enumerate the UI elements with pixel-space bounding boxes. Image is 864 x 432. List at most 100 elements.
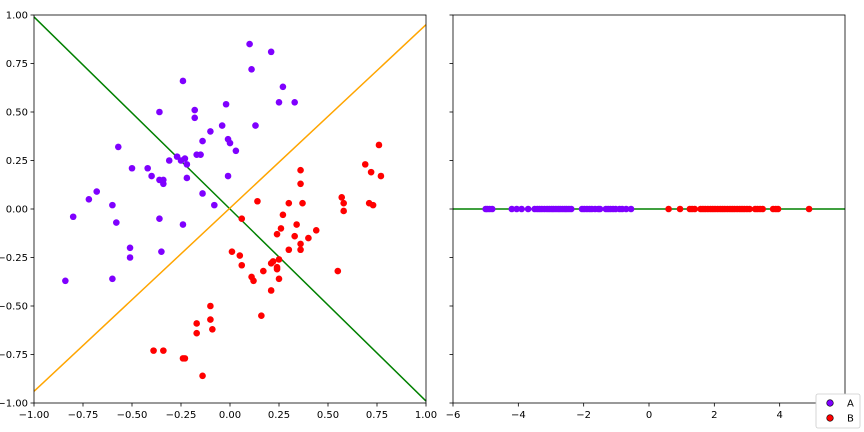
left-point-A [128,164,136,172]
left-point-B [193,329,200,337]
left-point-A [197,151,204,158]
left-point-A [211,201,218,209]
left-point-B [209,325,216,333]
left-point-A [126,254,134,261]
left-point-B [367,168,375,176]
left-point-B [160,347,167,354]
right-point-B [746,205,753,213]
right-point-A [627,205,635,213]
left-point-A [191,106,199,114]
left-y-tick-label: −0.25 [0,253,28,264]
left-point-A [183,174,191,182]
right-point-A [524,205,532,213]
left-point-B [238,261,246,269]
left-x-tick-label: −1.00 [19,410,50,421]
right-point-B [665,205,672,213]
right-point-A [596,205,604,213]
left-point-A [114,143,122,151]
left-point-B [305,234,312,242]
left-point-A [199,137,206,145]
left-point-B [275,275,283,283]
left-point-A [113,219,120,226]
right-x-tick-label: −4 [511,410,526,421]
left-point-B [299,199,306,207]
left-x-tick-label: 1.00 [415,410,437,421]
left-point-B [297,240,304,248]
left-point-A [109,275,116,283]
left-point-B [293,221,300,228]
left-point-B [258,312,265,320]
right-point-B [691,205,699,213]
left-point-A [179,77,187,85]
left-point-A [93,188,101,195]
left-point-A [165,157,173,164]
right-point-B [774,205,782,213]
right-x-tick-label: 2 [711,410,717,421]
left-point-A [69,213,77,221]
left-y-tick-label: 0.75 [6,59,28,70]
left-x-tick-label: −0.25 [166,410,197,421]
left-point-A [291,99,298,106]
left-point-A [275,99,283,106]
left-point-B [193,320,200,327]
left-point-A [109,201,116,209]
left-point-A [156,108,163,116]
left-point-A [279,83,287,91]
left-point-B [250,277,257,285]
right-x-tick-label: −2 [576,410,591,421]
left-point-A [183,161,191,168]
left-point-B [375,141,383,149]
left-scatter-panel: −1.00 −0.75 −0.50 −0.25 0.00 0.25 0.50 0.75 1.00… [0,11,437,422]
left-point-B [150,347,157,354]
left-point-B [207,302,214,310]
left-orange-line [33,24,427,392]
left-x-tick-label: 0.75 [366,410,388,421]
left-x-tick-label: 0.25 [268,410,290,421]
left-point-B [277,225,285,232]
left-point-A [199,190,206,197]
legend-marker-A [826,399,834,407]
left-point-A [224,172,232,180]
left-point-B [207,316,214,323]
left-point-A [156,215,163,222]
right-point-A [513,205,520,213]
left-y-tick-label: 1.00 [6,11,28,22]
left-y-tick-label: 0.00 [6,205,28,216]
legend-label-A: A [847,399,854,410]
left-point-B [377,172,385,180]
right-point-A [622,205,630,213]
left-x-tick-label: 0.50 [317,410,339,421]
left-point-B [273,265,281,273]
left-point-A [144,164,151,172]
left-point-A [85,196,93,203]
left-point-A [267,48,275,56]
right-point-A [508,205,516,213]
left-y-tick-label: −1.00 [0,399,28,410]
left-point-B [236,252,244,259]
right-point-A [518,205,525,213]
left-point-A [177,157,185,164]
left-point-B [312,227,320,234]
left-point-B [254,197,261,205]
right-point-B [759,205,766,213]
left-point-A [252,122,259,129]
right-x-tick-label: 4 [776,410,782,421]
left-point-A [246,40,253,48]
left-point-A [148,172,155,180]
left-point-A [218,122,226,129]
right-x-tick-label: 0 [646,410,652,421]
right-point-B [805,205,813,213]
left-y-tick-label: −0.50 [0,302,28,313]
left-point-A [158,248,165,255]
legend-marker-B [826,414,834,422]
left-point-A [160,180,167,188]
left-point-B [228,248,236,255]
left-point-A [62,277,69,285]
left-point-B [267,287,275,294]
left-point-B [297,166,304,174]
left-x-tick-label: −0.50 [117,410,148,421]
left-point-B [291,232,298,240]
left-point-A [207,128,214,135]
left-point-B [285,199,293,207]
